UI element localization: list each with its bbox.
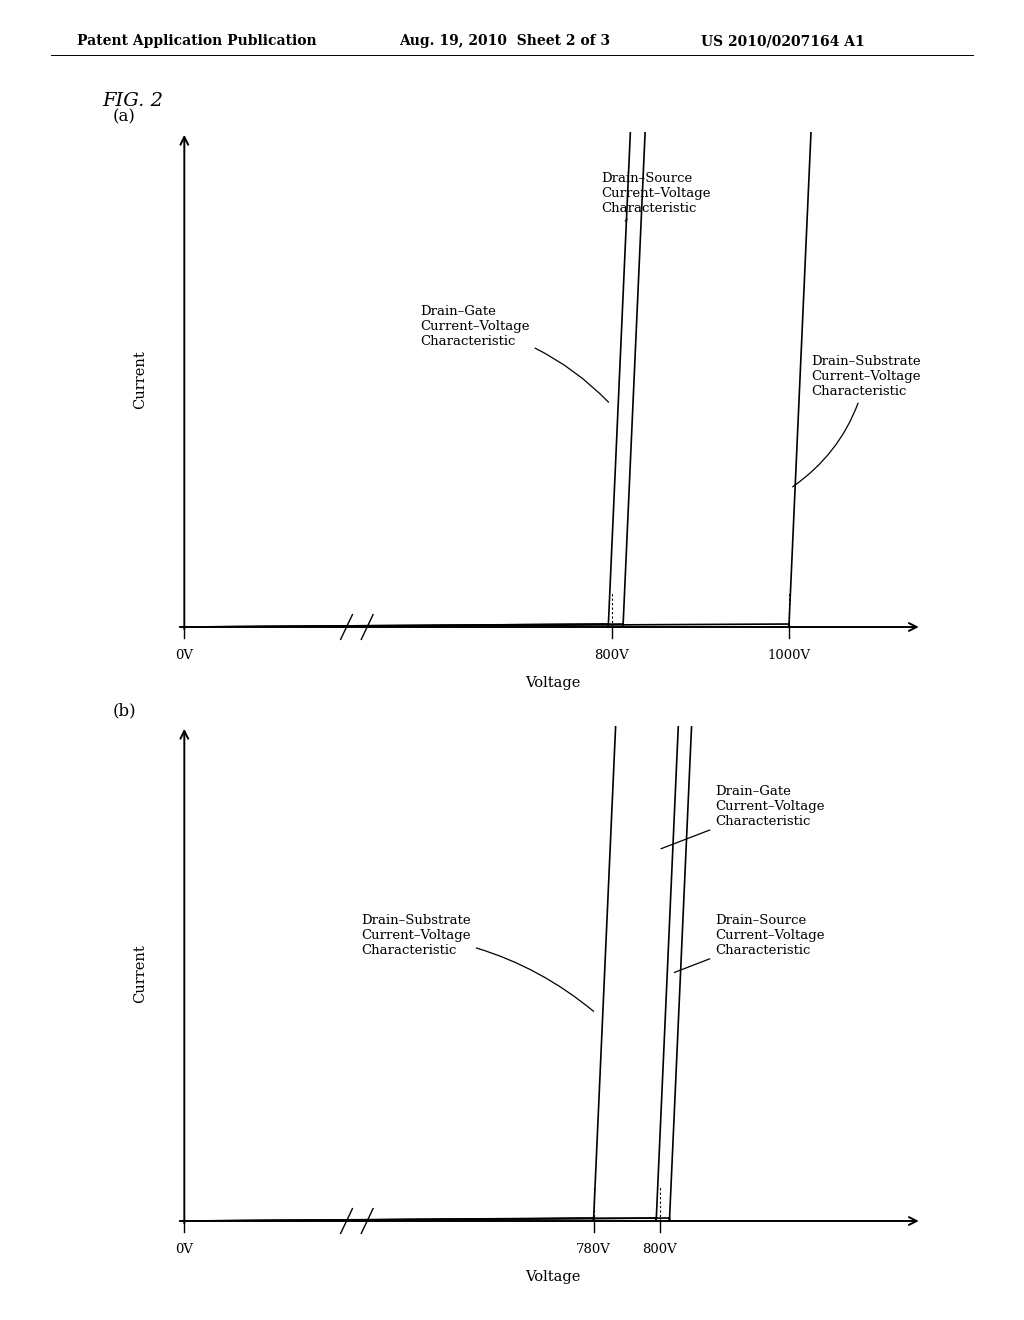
Text: Voltage: Voltage: [525, 1270, 581, 1284]
Text: Drain–Substrate
Current–Voltage
Characteristic: Drain–Substrate Current–Voltage Characte…: [361, 913, 594, 1011]
Text: 0V: 0V: [175, 1243, 194, 1257]
Text: Current: Current: [133, 944, 147, 1003]
Text: 800V: 800V: [642, 1243, 677, 1257]
Text: Drain–Source
Current–Voltage
Characteristic: Drain–Source Current–Voltage Characteris…: [674, 913, 824, 973]
Text: 1000V: 1000V: [767, 649, 810, 663]
Text: 0V: 0V: [175, 649, 194, 663]
Text: Voltage: Voltage: [525, 676, 581, 690]
Text: 780V: 780V: [577, 1243, 611, 1257]
Text: (a): (a): [113, 108, 135, 125]
Text: 800V: 800V: [595, 649, 630, 663]
Text: Current: Current: [133, 350, 147, 409]
Text: Drain–Gate
Current–Voltage
Characteristic: Drain–Gate Current–Voltage Characteristi…: [420, 305, 608, 403]
Text: Drain–Substrate
Current–Voltage
Characteristic: Drain–Substrate Current–Voltage Characte…: [793, 355, 921, 487]
Text: FIG. 2: FIG. 2: [102, 92, 164, 111]
Text: US 2010/0207164 A1: US 2010/0207164 A1: [701, 34, 865, 49]
Text: (b): (b): [113, 702, 136, 719]
Text: Drain–Gate
Current–Voltage
Characteristic: Drain–Gate Current–Voltage Characteristi…: [660, 785, 824, 849]
Text: Patent Application Publication: Patent Application Publication: [77, 34, 316, 49]
Text: Drain–Source
Current–Voltage
Characteristic: Drain–Source Current–Voltage Characteris…: [601, 172, 711, 220]
Text: Aug. 19, 2010  Sheet 2 of 3: Aug. 19, 2010 Sheet 2 of 3: [399, 34, 610, 49]
